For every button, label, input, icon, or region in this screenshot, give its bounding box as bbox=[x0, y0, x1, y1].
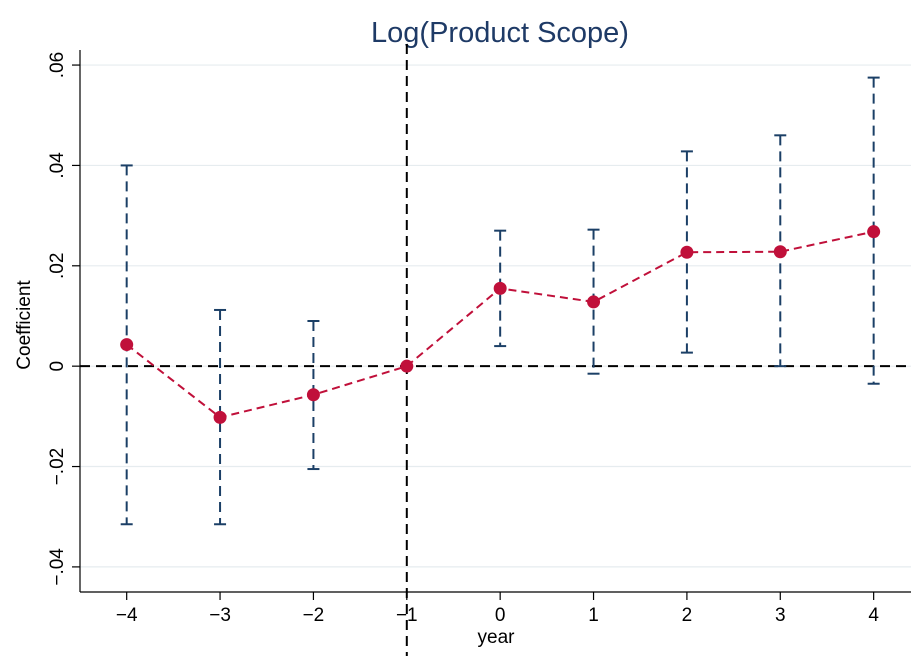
x-tick-label: −3 bbox=[209, 605, 231, 626]
x-tick-label: −1 bbox=[396, 605, 418, 626]
y-tick-label: .06 bbox=[47, 52, 68, 78]
data-point bbox=[867, 225, 881, 239]
coefficient-line bbox=[126, 230, 874, 419]
data-point bbox=[587, 295, 601, 309]
y-tick-label: 0 bbox=[47, 361, 68, 372]
x-tick-label: 1 bbox=[588, 605, 599, 626]
x-axis-label: year bbox=[478, 627, 516, 648]
series-line bbox=[126, 230, 874, 419]
y-tick-label: −.02 bbox=[47, 448, 68, 486]
gridlines bbox=[80, 64, 911, 568]
axes bbox=[79, 50, 911, 593]
ticks: −.04 −.02 0 .02 .04 .06 −4 −3 −2 −1 0 1 2 3 4 bbox=[47, 52, 879, 626]
y-axis-label: Coefficient bbox=[14, 280, 35, 370]
data-point bbox=[120, 338, 134, 352]
data-point bbox=[493, 281, 507, 295]
data-point bbox=[680, 245, 694, 259]
data-point bbox=[400, 359, 414, 373]
x-tick-label: 3 bbox=[775, 605, 786, 626]
series-points bbox=[120, 225, 881, 424]
y-tick-label: .04 bbox=[47, 152, 68, 179]
data-point bbox=[306, 388, 320, 402]
x-tick-label: 0 bbox=[495, 605, 506, 626]
y-tick-label: .02 bbox=[47, 253, 68, 279]
x-tick-label: −4 bbox=[116, 605, 138, 626]
reference-lines bbox=[80, 44, 911, 656]
data-point bbox=[773, 245, 787, 259]
x-tick-label: −2 bbox=[303, 605, 325, 626]
data-point bbox=[213, 410, 227, 424]
confidence-intervals bbox=[120, 76, 880, 526]
chart-title: Log(Product Scope) bbox=[371, 17, 629, 49]
y-tick-label: −.04 bbox=[47, 548, 68, 586]
x-tick-label: 2 bbox=[682, 605, 693, 626]
x-tick-label: 4 bbox=[868, 605, 879, 626]
